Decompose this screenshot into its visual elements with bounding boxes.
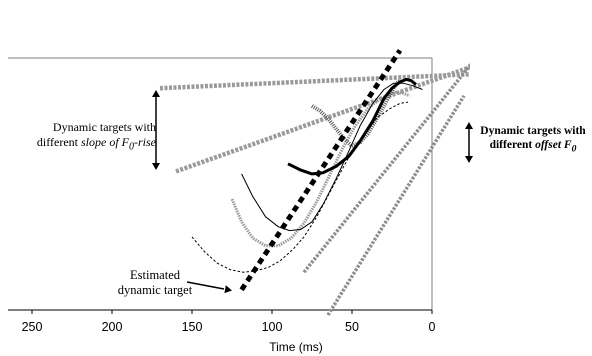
offset-annotation: Dynamic targets with different offset F0 <box>474 124 592 156</box>
estimated-annotation-line1: Estimated <box>130 268 180 282</box>
slope-annotation-term: slope of F <box>81 135 129 149</box>
offset-arrow-up <box>465 122 473 129</box>
series-contour-thick <box>287 77 417 176</box>
offset-annotation-line1: Dynamic targets with <box>480 125 586 137</box>
series-estimated-target <box>239 49 403 292</box>
x-tick-label: 150 <box>182 320 203 334</box>
annotation-arrows <box>152 90 473 294</box>
offset-arrow-down <box>465 156 473 163</box>
series-offset-target <box>302 62 470 274</box>
slope-annotation-subscript: 0 <box>129 141 134 153</box>
x-axis: 250 200 150 100 50 0 <box>22 310 436 334</box>
x-axis-label: Time (ms) <box>269 340 323 354</box>
offset-annotation-subscript: 0 <box>571 143 577 155</box>
slope-annotation-prefix: different <box>36 135 81 149</box>
slope-annotation: Dynamic targets with different slope of … <box>6 120 156 154</box>
plot-frame <box>8 57 433 311</box>
slope-annotation-suffix: -rise <box>134 135 156 149</box>
series-contour-dashed <box>191 101 409 273</box>
estimated-annotation-line2: dynamic target <box>117 283 193 297</box>
x-tick-label: 250 <box>22 320 43 334</box>
series-layer <box>159 49 470 316</box>
estimated-arrow-head <box>224 285 232 294</box>
x-tick-label: 200 <box>102 320 123 334</box>
series-slope-target <box>175 64 470 174</box>
slope-arrow-down <box>152 163 160 170</box>
series-offset-target <box>326 94 466 316</box>
series-contour-gray <box>230 90 411 248</box>
x-tick-label: 100 <box>262 320 283 334</box>
x-tick-label: 50 <box>345 320 359 334</box>
slope-arrow-up <box>152 90 160 97</box>
offset-annotation-prefix: different <box>489 139 536 151</box>
offset-annotation-term: offset F <box>535 139 572 151</box>
estimated-annotation: Estimated dynamic target <box>95 268 215 298</box>
slope-annotation-line1: Dynamic targets with <box>52 120 156 134</box>
x-tick-label: 0 <box>429 320 436 334</box>
estimated-arrow-shaft <box>186 281 225 290</box>
